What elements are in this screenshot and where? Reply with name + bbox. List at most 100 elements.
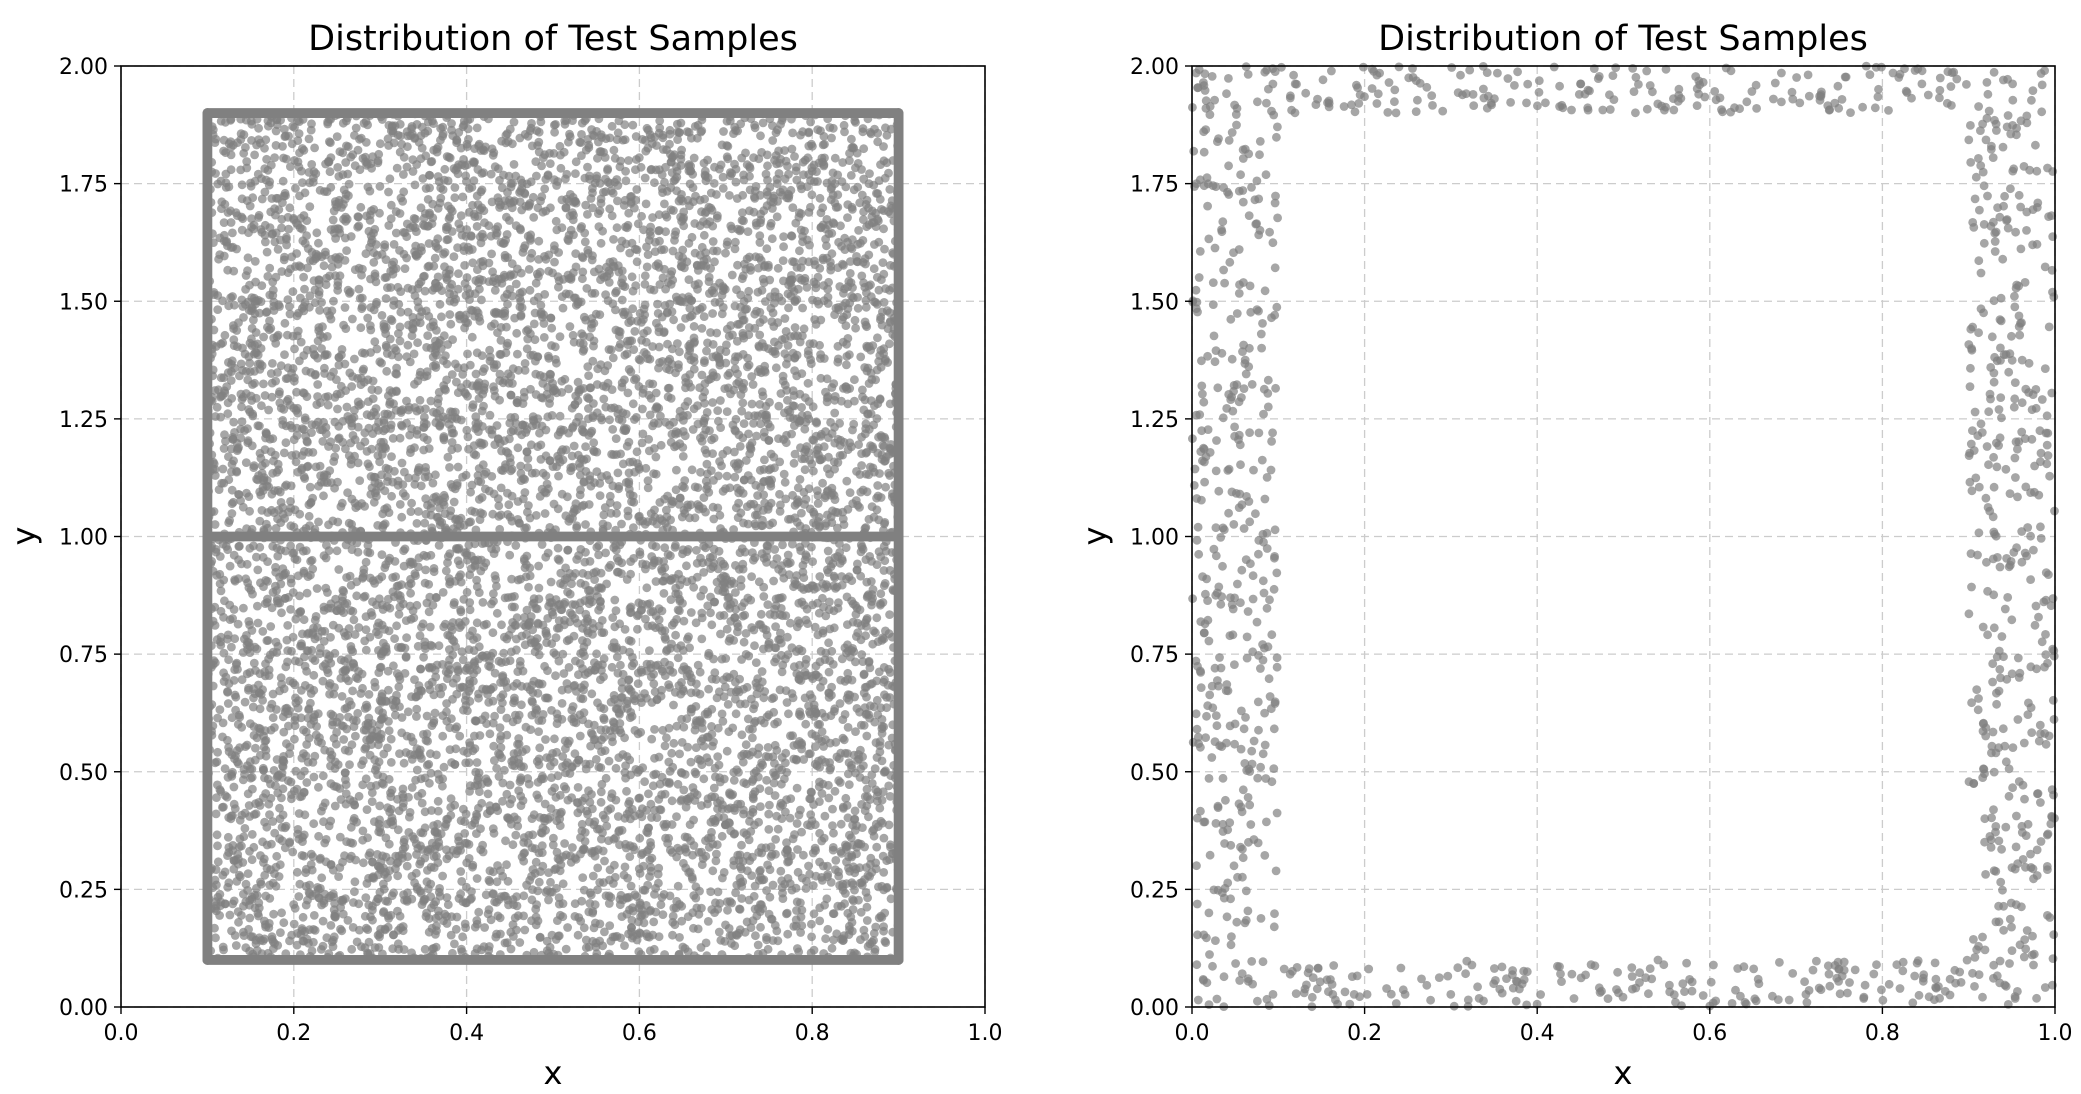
data-point	[717, 309, 727, 319]
data-point	[342, 402, 352, 412]
data-point	[700, 358, 709, 367]
data-point	[512, 892, 521, 901]
data-point	[534, 848, 544, 858]
data-point	[806, 117, 815, 127]
data-point	[785, 813, 795, 823]
data-point	[731, 561, 740, 570]
data-point	[388, 434, 398, 443]
data-point	[600, 856, 609, 866]
data-point	[345, 760, 354, 769]
data-point	[453, 388, 463, 398]
data-point	[278, 416, 288, 425]
data-point	[672, 812, 681, 821]
data-point	[425, 778, 434, 788]
data-point	[473, 165, 483, 174]
data-point	[243, 789, 253, 799]
data-point	[536, 455, 546, 464]
data-point	[231, 692, 241, 702]
data-point	[826, 562, 836, 572]
data-point	[587, 790, 596, 799]
data-point	[709, 433, 719, 443]
data-point	[519, 891, 529, 901]
data-point	[361, 557, 371, 567]
data-point	[511, 830, 521, 840]
data-point	[612, 223, 622, 233]
data-point	[552, 709, 562, 719]
data-point	[644, 446, 654, 456]
data-point	[790, 152, 799, 161]
data-point	[787, 231, 797, 241]
data-point	[415, 859, 425, 869]
data-point	[348, 431, 358, 440]
data-point	[881, 482, 890, 492]
data-point	[467, 820, 477, 830]
data-point	[369, 258, 379, 267]
data-point	[532, 171, 541, 181]
data-point	[801, 719, 811, 729]
data-point	[237, 810, 247, 820]
data-point	[365, 210, 375, 220]
data-point	[544, 351, 553, 361]
data-point	[441, 566, 451, 576]
data-point	[317, 298, 326, 307]
data-point	[339, 735, 349, 744]
data-point	[273, 245, 283, 254]
data-point	[449, 497, 459, 507]
data-point	[386, 214, 396, 224]
data-point	[443, 235, 453, 244]
data-point	[450, 760, 460, 769]
data-point	[420, 286, 430, 296]
data-point	[462, 587, 472, 597]
data-point	[629, 497, 639, 507]
data-point	[859, 215, 868, 225]
data-point	[873, 333, 882, 343]
data-point	[738, 398, 748, 408]
data-point	[438, 682, 447, 692]
data-point	[375, 801, 385, 811]
data-point	[385, 174, 395, 184]
data-point	[529, 213, 539, 222]
data-point	[272, 851, 282, 861]
data-point	[340, 303, 350, 312]
data-point	[731, 709, 741, 719]
data-point	[545, 159, 555, 169]
data-point	[770, 791, 780, 800]
data-point	[382, 342, 391, 352]
data-point	[333, 517, 343, 527]
data-point	[332, 546, 342, 556]
data-point	[702, 346, 711, 356]
data-point	[517, 700, 526, 710]
data-point	[283, 330, 292, 340]
data-point	[640, 519, 650, 529]
data-point	[407, 498, 416, 508]
data-point	[776, 500, 785, 510]
data-point	[527, 895, 537, 905]
data-point	[654, 403, 664, 413]
data-point	[534, 583, 544, 593]
data-point	[483, 789, 493, 799]
data-point	[384, 221, 394, 230]
data-point	[745, 856, 755, 866]
data-point	[743, 227, 753, 237]
data-point	[609, 450, 619, 460]
data-point	[788, 128, 797, 138]
data-point	[843, 620, 852, 629]
data-point	[524, 501, 533, 510]
data-point	[279, 727, 289, 737]
data-point	[220, 764, 230, 774]
data-point	[359, 858, 368, 868]
data-point	[644, 789, 653, 799]
data-point	[429, 261, 439, 271]
data-point	[751, 182, 761, 191]
data-point	[307, 946, 317, 956]
data-point	[424, 607, 434, 617]
data-point	[291, 183, 300, 193]
data-point	[653, 259, 663, 268]
data-point	[813, 598, 822, 608]
data-point	[779, 469, 789, 479]
data-point	[832, 752, 842, 762]
data-point	[541, 552, 551, 562]
data-point	[699, 568, 709, 577]
data-point	[850, 806, 860, 816]
data-point	[588, 730, 597, 739]
